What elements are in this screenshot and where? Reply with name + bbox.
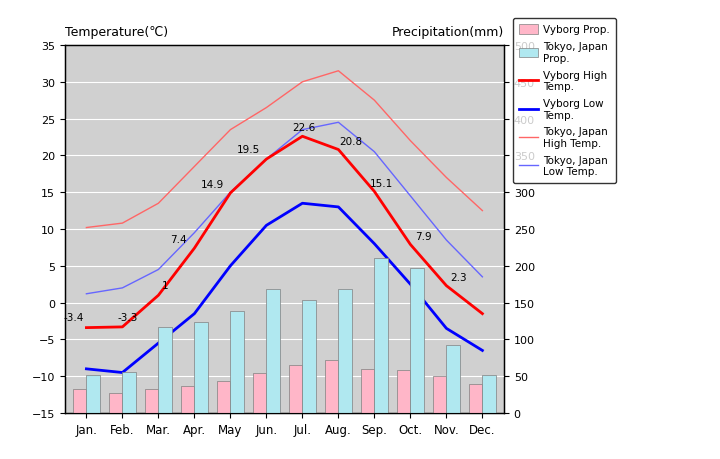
Text: Temperature(℃): Temperature(℃) bbox=[65, 26, 168, 39]
Text: 15.1: 15.1 bbox=[370, 178, 393, 188]
Text: 14.9: 14.9 bbox=[201, 179, 224, 190]
Bar bbox=[158, 327, 172, 413]
Text: 2.3: 2.3 bbox=[451, 272, 467, 282]
Bar bbox=[374, 259, 388, 413]
Text: -3.4: -3.4 bbox=[63, 313, 84, 323]
Bar bbox=[338, 290, 352, 413]
Bar bbox=[433, 376, 446, 413]
Bar bbox=[194, 322, 208, 413]
Bar bbox=[86, 375, 100, 413]
Bar bbox=[230, 312, 244, 413]
Bar bbox=[410, 269, 424, 413]
Legend: Vyborg Prop., Tokyo, Japan
Prop., Vyborg High
Temp., Vyborg Low
Temp., Tokyo, Ja: Vyborg Prop., Tokyo, Japan Prop., Vyborg… bbox=[513, 19, 616, 183]
Bar bbox=[266, 290, 280, 413]
Bar bbox=[361, 369, 374, 413]
Bar bbox=[181, 386, 194, 413]
Bar bbox=[302, 300, 316, 413]
Bar bbox=[109, 393, 122, 413]
Bar bbox=[482, 375, 496, 413]
Bar bbox=[469, 384, 482, 413]
Text: 19.5: 19.5 bbox=[237, 145, 260, 155]
Text: 7.4: 7.4 bbox=[170, 235, 186, 245]
Text: 7.9: 7.9 bbox=[415, 231, 431, 241]
Bar bbox=[446, 345, 460, 413]
Text: Precipitation(mm): Precipitation(mm) bbox=[392, 26, 504, 39]
Bar bbox=[217, 381, 230, 413]
Text: 20.8: 20.8 bbox=[339, 136, 363, 146]
Text: -3.3: -3.3 bbox=[117, 312, 138, 322]
Bar bbox=[289, 365, 302, 413]
Bar bbox=[73, 389, 86, 413]
Bar bbox=[397, 370, 410, 413]
Text: 1: 1 bbox=[162, 280, 169, 290]
Bar bbox=[253, 373, 266, 413]
Text: 22.6: 22.6 bbox=[292, 123, 316, 133]
Bar bbox=[325, 360, 338, 413]
Bar bbox=[145, 389, 158, 413]
Bar bbox=[122, 372, 136, 413]
